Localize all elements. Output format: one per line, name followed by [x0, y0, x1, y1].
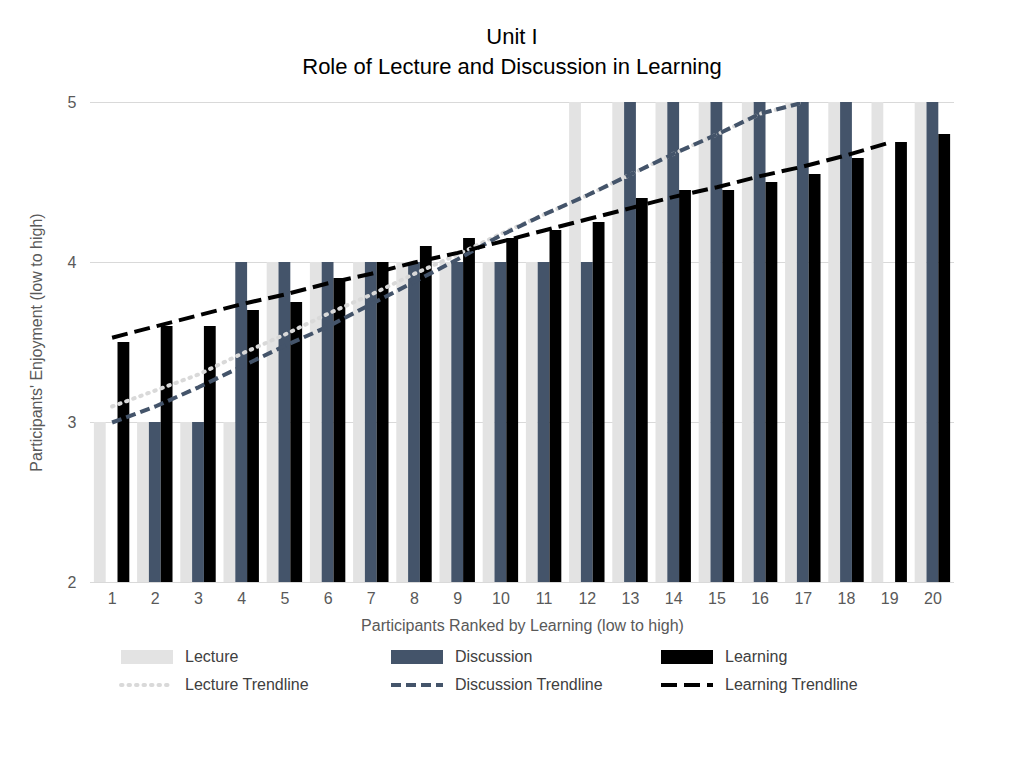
html-text:Unit I: Unit I	[486, 24, 538, 49]
svg-text:13: 13	[622, 590, 640, 607]
svg-text:11: 11	[536, 590, 553, 607]
svg-text:20: 20	[924, 590, 942, 607]
svg-text:5: 5	[280, 590, 289, 607]
html-text:Discussion Trendline: Discussion Trendline	[455, 676, 603, 693]
svg-text:4: 4	[68, 254, 77, 271]
svg-text:6: 6	[324, 590, 333, 607]
svg-text:16: 16	[751, 590, 769, 607]
svg-text:18: 18	[838, 590, 856, 607]
svg-text:8: 8	[410, 590, 419, 607]
svg-text:17: 17	[794, 590, 812, 607]
svg-text:3: 3	[194, 590, 203, 607]
html-text:Discussion: Discussion	[455, 648, 533, 665]
html-text:Learning Trendline: Learning Trendline	[725, 676, 858, 693]
svg-text:10: 10	[492, 590, 510, 607]
svg-text:9: 9	[453, 590, 462, 607]
svg-text:4: 4	[237, 590, 246, 607]
html-text:Role of Lecture and Discussion: Role of Lecture and Discussion in Learni…	[302, 54, 722, 79]
svg-text:1: 1	[108, 590, 117, 607]
svg-text:5: 5	[68, 94, 77, 111]
svg-text:Participants' Enjoyment (low t: Participants' Enjoyment (low to high)	[28, 213, 45, 471]
svg-text:2: 2	[151, 590, 160, 607]
html-text:Learning: Learning	[725, 648, 788, 665]
svg-text:3: 3	[68, 414, 77, 431]
html-text:Lecture: Lecture	[185, 648, 239, 665]
svg-text:19: 19	[881, 590, 899, 607]
svg-text:7: 7	[367, 590, 376, 607]
svg-text:15: 15	[708, 590, 726, 607]
svg-text:14: 14	[665, 590, 683, 607]
svg-text:Participants Ranked by Learnin: Participants Ranked by Learning (low to …	[361, 617, 684, 634]
svg-text:2: 2	[68, 574, 77, 591]
html-text:Lecture Trendline: Lecture Trendline	[185, 676, 309, 693]
svg-text:12: 12	[578, 590, 596, 607]
